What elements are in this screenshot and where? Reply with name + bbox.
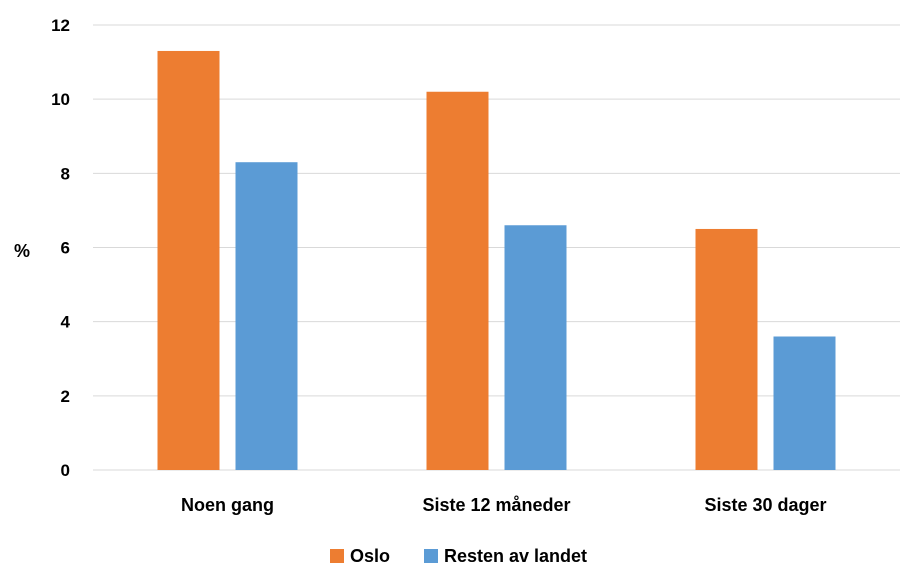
- y-axis-ticks: 0 2 4 6 8 10 12: [51, 16, 70, 480]
- y-axis-label: %: [14, 241, 30, 261]
- bar-oslo: [157, 50, 220, 470]
- y-tick-label: 8: [61, 164, 70, 183]
- y-tick-label: 12: [51, 16, 70, 35]
- legend-swatch: [330, 549, 344, 563]
- y-tick-label: 0: [61, 461, 70, 480]
- x-axis-categories: Noen gang Siste 12 måneder Siste 30 dager: [181, 495, 827, 515]
- y-tick-label: 6: [61, 239, 70, 258]
- legend-label: Resten av landet: [444, 546, 587, 566]
- gridlines: [93, 24, 900, 471]
- bar-resten-av-landet: [504, 225, 567, 470]
- legend: Oslo Resten av landet: [330, 546, 587, 566]
- bar-resten-av-landet: [235, 162, 298, 471]
- x-category-label: Siste 12 måneder: [422, 495, 570, 515]
- bar-oslo: [695, 228, 758, 470]
- y-tick-label: 10: [51, 90, 70, 109]
- bar-oslo: [426, 91, 489, 470]
- x-category-label: Noen gang: [181, 495, 274, 515]
- legend-label: Oslo: [350, 546, 390, 566]
- x-category-label: Siste 30 dager: [704, 495, 826, 515]
- y-tick-label: 2: [61, 387, 70, 406]
- bar-resten-av-landet: [773, 336, 836, 470]
- bars: [157, 50, 836, 471]
- legend-swatch: [424, 549, 438, 563]
- y-tick-label: 4: [61, 313, 71, 332]
